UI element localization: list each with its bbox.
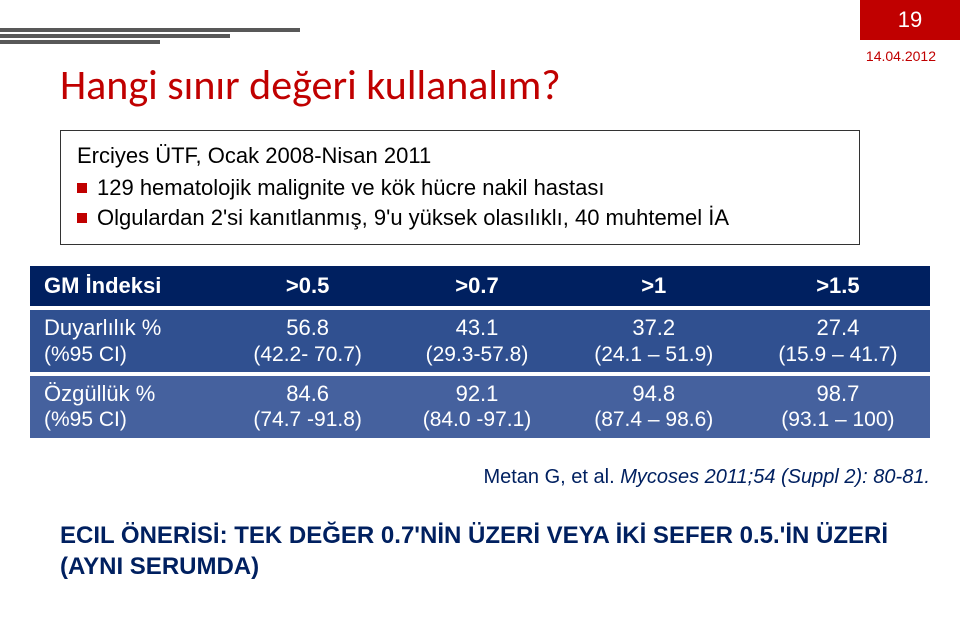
cell-ci: (29.3-57.8) <box>398 342 555 368</box>
table-row: Duyarlılık % (%95 CI) 56.8(42.2- 70.7) 4… <box>30 308 930 374</box>
row-label-main: Duyarlılık % <box>44 314 217 342</box>
cell-ci: (24.1 – 51.9) <box>568 342 740 368</box>
subtitle-bullets: 129 hematolojik malignite ve kök hücre n… <box>77 173 843 232</box>
bar-2 <box>0 34 230 38</box>
table-row: Özgüllük % (%95 CI) 84.6(74.7 -91.8) 92.… <box>30 374 930 440</box>
bullet-2: Olgulardan 2'si kanıtlanmış, 9'u yüksek … <box>77 203 843 233</box>
gm-index-table: GM İndeksi >0.5 >0.7 >1 >1.5 Duyarlılık … <box>30 266 930 442</box>
cell: 94.8(87.4 – 98.6) <box>562 374 746 440</box>
cell-ci: (93.1 – 100) <box>752 407 924 433</box>
page-number: 19 <box>898 7 922 33</box>
cell-val: 37.2 <box>568 314 740 342</box>
th-1: >1 <box>562 266 746 308</box>
cell-val: 56.8 <box>229 314 386 342</box>
cell-ci: (87.4 – 98.6) <box>568 407 740 433</box>
slide: 19 14.04.2012 Hangi sınır değeri kullana… <box>0 0 960 620</box>
subtitle-heading: Erciyes ÜTF, Ocak 2008-Nisan 2011 <box>77 143 843 169</box>
cell-ci: (74.7 -91.8) <box>229 407 386 433</box>
cell: 37.2(24.1 – 51.9) <box>562 308 746 374</box>
citation-lead: Metan G, et al. <box>483 466 620 488</box>
th-label: GM İndeksi <box>30 266 223 308</box>
page-number-badge: 19 <box>860 0 960 40</box>
cell-ci: (84.0 -97.1) <box>398 407 555 433</box>
row-label-sub: (%95 CI) <box>44 407 217 433</box>
row-label-sub: (%95 CI) <box>44 342 217 368</box>
cell: 56.8(42.2- 70.7) <box>223 308 392 374</box>
decorative-bars <box>0 28 300 46</box>
cell-val: 84.6 <box>229 380 386 408</box>
cell: 27.4(15.9 – 41.7) <box>746 308 930 374</box>
slide-title: Hangi sınır değeri kullanalım? <box>60 60 561 111</box>
citation: Metan G, et al. Mycoses 2011;54 (Suppl 2… <box>483 466 930 489</box>
table-header-row: GM İndeksi >0.5 >0.7 >1 >1.5 <box>30 266 930 308</box>
cell-ci: (15.9 – 41.7) <box>752 342 924 368</box>
cell: 92.1(84.0 -97.1) <box>392 374 561 440</box>
cell: 84.6(74.7 -91.8) <box>223 374 392 440</box>
cell-val: 43.1 <box>398 314 555 342</box>
bar-1 <box>0 28 300 32</box>
th-07: >0.7 <box>392 266 561 308</box>
recommendation-text: ECIL ÖNERİSİ: TEK DEĞER 0.7'NİN ÜZERİ VE… <box>60 520 900 582</box>
bullet-1: 129 hematolojik malignite ve kök hücre n… <box>77 173 843 203</box>
cell-ci: (42.2- 70.7) <box>229 342 386 368</box>
cell-val: 98.7 <box>752 380 924 408</box>
slide-date: 14.04.2012 <box>866 48 936 64</box>
row-label: Duyarlılık % (%95 CI) <box>30 308 223 374</box>
row-label-main: Özgüllük % <box>44 380 217 408</box>
th-15: >1.5 <box>746 266 930 308</box>
subtitle-box: Erciyes ÜTF, Ocak 2008-Nisan 2011 129 he… <box>60 130 860 245</box>
citation-journal: Mycoses 2011;54 (Suppl 2): 80-81. <box>620 466 930 488</box>
cell-val: 27.4 <box>752 314 924 342</box>
bar-3 <box>0 40 160 44</box>
cell: 98.7(93.1 – 100) <box>746 374 930 440</box>
th-05: >0.5 <box>223 266 392 308</box>
cell: 43.1(29.3-57.8) <box>392 308 561 374</box>
row-label: Özgüllük % (%95 CI) <box>30 374 223 440</box>
cell-val: 94.8 <box>568 380 740 408</box>
cell-val: 92.1 <box>398 380 555 408</box>
